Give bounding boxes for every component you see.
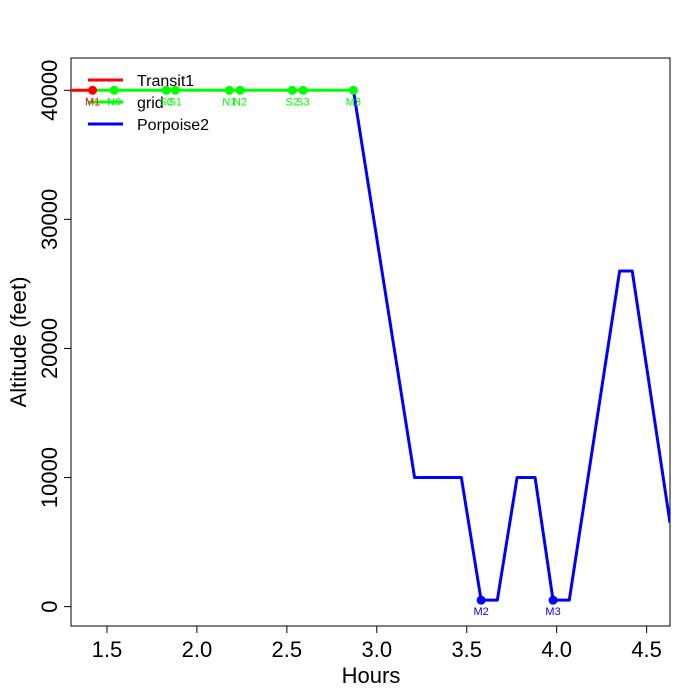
x-tick-label: 3.5: [451, 637, 482, 662]
point-label: S1: [169, 96, 182, 108]
point-label: M3: [545, 606, 560, 618]
x-tick-label: 2.5: [272, 637, 303, 662]
legend: Transit1 grid Porpoise2: [88, 73, 209, 134]
legend-label: Transit1: [137, 73, 194, 90]
data-point: [548, 595, 558, 605]
x-tick-label: 4.5: [631, 637, 662, 662]
data-point: [109, 85, 119, 95]
point-label: M1: [85, 96, 100, 108]
data-point: [224, 85, 234, 95]
data-point: [298, 85, 308, 95]
data-point: [235, 85, 245, 95]
legend-label: Porpoise2: [137, 117, 209, 134]
series-layer: [71, 88, 670, 602]
legend-label: grid: [137, 95, 164, 112]
x-tick-label: 3.0: [361, 637, 392, 662]
point-label: S0: [160, 96, 173, 108]
data-point: [287, 85, 297, 95]
point-label: N0: [107, 96, 121, 108]
x-axis: 1.5 2.0 2.5 3.0 3.5 4.0 4.5: [92, 626, 662, 662]
data-point: [170, 85, 180, 95]
y-axis-title: Altitude (feet): [6, 277, 31, 408]
y-tick-label: 40000: [37, 60, 62, 121]
x-axis-title: Hours: [342, 663, 401, 688]
data-point: [348, 85, 358, 95]
x-tick-label: 2.0: [182, 637, 213, 662]
y-axis: 0 10000 20000 30000 40000: [37, 60, 71, 613]
y-tick-label: 0: [37, 601, 62, 613]
point-label: S3: [296, 96, 309, 108]
data-point: [476, 595, 486, 605]
data-point: [88, 85, 98, 95]
x-tick-label: 1.5: [92, 637, 123, 662]
y-tick-label: 10000: [37, 447, 62, 508]
x-tick-label: 4.0: [541, 637, 572, 662]
series-line-porpoise2: [351, 90, 670, 602]
point-label: N1: [222, 96, 236, 108]
point-label: S2: [286, 96, 299, 108]
y-tick-label: 20000: [37, 318, 62, 379]
point-label: M3: [346, 96, 361, 108]
point-label: N2: [233, 96, 247, 108]
plot-frame: [70, 57, 671, 627]
point-label: M2: [473, 606, 488, 618]
y-tick-label: 30000: [37, 189, 62, 250]
data-point: [161, 85, 171, 95]
